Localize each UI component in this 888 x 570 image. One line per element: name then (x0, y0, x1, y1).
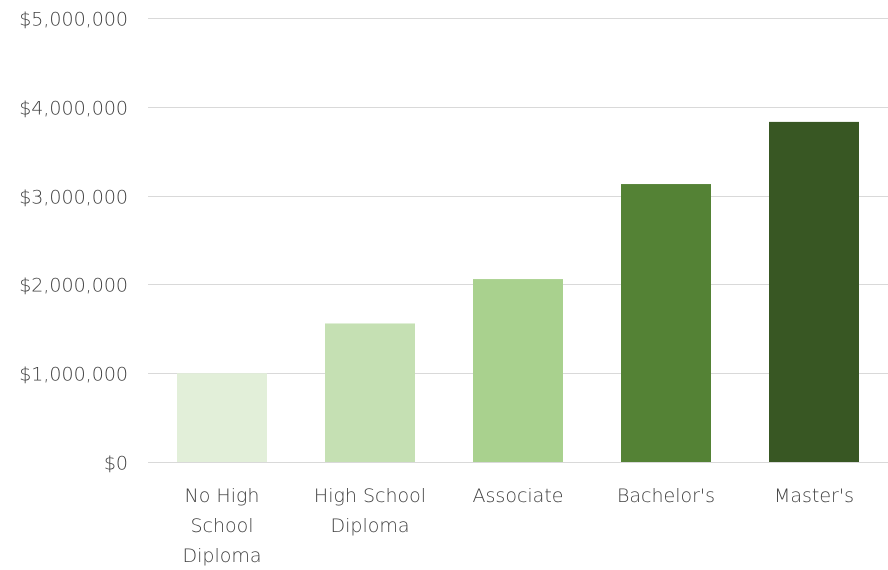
y-tick-label: $0 (104, 453, 128, 475)
y-tick-label: $4,000,000 (19, 98, 128, 120)
bar (473, 279, 563, 462)
y-tick-label: $5,000,000 (19, 9, 128, 31)
y-tick-label: $2,000,000 (19, 275, 128, 297)
y-tick-label: $1,000,000 (19, 364, 128, 386)
x-tick-label: Bachelor's (617, 485, 715, 507)
bar (621, 184, 711, 462)
bar (325, 323, 415, 462)
x-tick-label-line: Bachelor's (617, 485, 715, 507)
x-axis-tick-labels: No High School Diploma High School Diploma As… (182, 485, 854, 567)
x-tick-label-line: Master's (774, 485, 854, 507)
y-tick-label: $3,000,000 (19, 187, 128, 209)
y-axis-tick-labels: $0 $1,000,000 $2,000,000 $3,000,000 $4,000,0… (19, 9, 128, 475)
x-tick-label-line: Diploma (182, 545, 261, 567)
x-tick-label: Master's (774, 485, 854, 507)
x-tick-label: High School Diploma (314, 485, 426, 537)
x-tick-label: Associate (473, 485, 564, 507)
bar (769, 121, 859, 463)
x-tick-label-line: Diploma (330, 515, 409, 537)
bars (177, 121, 859, 463)
x-tick-label-line: High School (314, 485, 426, 507)
x-tick-label-line: School (190, 515, 253, 537)
x-tick-label-line: Associate (473, 485, 564, 507)
bar (177, 373, 267, 462)
x-tick-label: No High School Diploma (182, 485, 261, 567)
x-tick-label-line: No High (185, 485, 260, 507)
